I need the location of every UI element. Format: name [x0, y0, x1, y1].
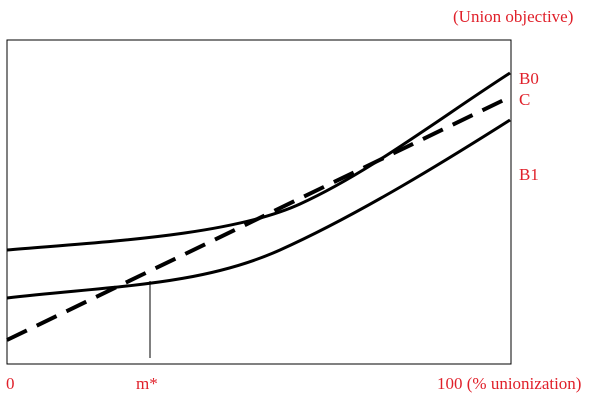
- b1-label: B1: [519, 165, 539, 184]
- plot-frame: [6, 39, 512, 365]
- origin-label: 0: [6, 374, 15, 393]
- mstar-label: m*: [136, 374, 158, 393]
- b0-label: B0: [519, 69, 539, 88]
- c-dashed-line: [6, 95, 511, 342]
- b1-curve: [6, 118, 511, 300]
- union-objective-label: (Union objective): [453, 7, 574, 26]
- unionization-end-label: 100 (% unionization): [437, 374, 582, 393]
- b0-curve: [6, 71, 511, 252]
- c-label: C: [519, 90, 531, 109]
